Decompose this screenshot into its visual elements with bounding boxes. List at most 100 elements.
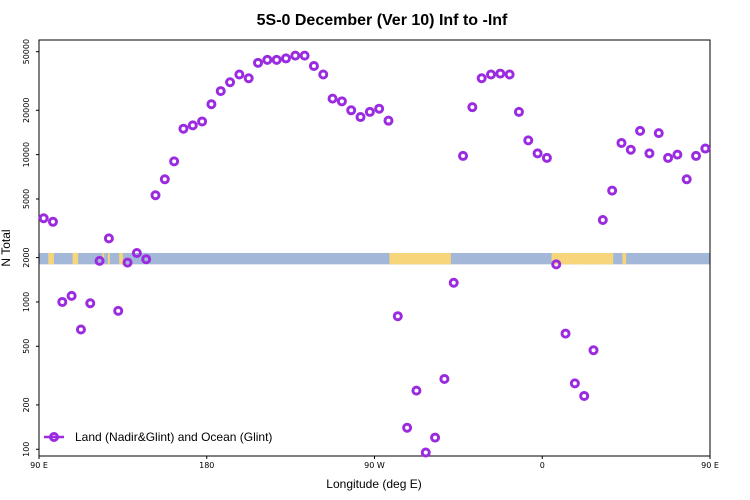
y-tick-label: 500 [22, 339, 31, 354]
data-point [150, 190, 161, 201]
data-point [47, 216, 58, 227]
data-point [691, 150, 702, 161]
y-tick-label: 1000 [22, 292, 31, 312]
data-point [85, 298, 96, 309]
data-point [411, 385, 422, 396]
y-tick-label: 5000 [22, 189, 31, 209]
data-point [355, 112, 366, 123]
chart-title: 5S-0 December (Ver 10) Inf to -Inf [257, 12, 508, 29]
y-tick-label: 20000 [22, 98, 31, 123]
data-point [94, 255, 105, 266]
data-point [38, 213, 49, 224]
data-point [402, 422, 413, 433]
data-point [579, 390, 590, 401]
data-point [131, 247, 142, 258]
data-point [430, 432, 441, 443]
data-point [75, 324, 86, 335]
data-point [625, 144, 636, 155]
data-point [392, 311, 403, 322]
data-point [262, 54, 273, 65]
data-point [588, 345, 599, 356]
data-point [66, 290, 77, 301]
data-point [616, 137, 627, 148]
data-point [206, 99, 217, 110]
data-point [420, 447, 431, 458]
x-tick-label: 90 E [30, 461, 48, 470]
legend: Land (Nadir&Glint) and Ocean (Glint) [44, 430, 272, 444]
data-point [495, 68, 506, 79]
data-point [635, 125, 646, 136]
data-point [523, 135, 534, 146]
y-tick-label: 200 [22, 397, 31, 412]
legend-label: Land (Nadir&Glint) and Ocean (Glint) [75, 430, 272, 444]
data-point [364, 106, 375, 117]
data-point [141, 254, 152, 265]
plot-frame [38, 39, 711, 457]
data-point [560, 328, 571, 339]
data-point [225, 77, 236, 88]
data-point [271, 54, 282, 65]
data-point [57, 296, 68, 307]
data-point [607, 185, 618, 196]
x-axis-label: Longitude (deg E) [326, 477, 421, 491]
land-segment [72, 252, 79, 265]
x-axis-ticks: 90 E 180 90 W 0 90 E [30, 456, 719, 470]
land-segment [119, 252, 123, 265]
data-point [458, 150, 469, 161]
data-point [169, 156, 180, 167]
data-point [383, 115, 394, 126]
data-point [448, 277, 459, 288]
y-axis-label: N Total [0, 229, 13, 266]
data-point [663, 152, 674, 163]
y-tick-label: 2000 [22, 247, 31, 267]
x-tick-label: 90 W [364, 461, 385, 470]
data-point [541, 152, 552, 163]
land-segment [48, 252, 54, 265]
y-tick-label: 100 [22, 442, 31, 457]
surface-type-strip [39, 252, 710, 265]
data-point [318, 69, 329, 80]
data-point [681, 174, 692, 185]
data-point [700, 143, 711, 154]
data-point [243, 73, 254, 84]
data-point [336, 96, 347, 107]
data-point [532, 148, 543, 159]
data-point [569, 378, 580, 389]
data-point [253, 57, 264, 68]
y-axis-ticks: 100 200 500 1000 2000 5000 10000 20000 50000 [22, 39, 39, 457]
x-tick-label: 90 E [701, 461, 719, 470]
data-point [485, 69, 496, 80]
data-point [597, 214, 608, 225]
data-point [439, 373, 450, 384]
data-point [504, 69, 515, 80]
x-tick-label: 0 [540, 461, 545, 470]
data-points [38, 50, 711, 458]
data-point [476, 73, 487, 84]
legend-marker [49, 432, 59, 442]
data-point [290, 50, 301, 61]
land-segment [622, 252, 627, 265]
data-point [122, 257, 133, 268]
data-point [308, 60, 319, 71]
data-point [299, 50, 310, 61]
data-point [178, 123, 189, 134]
y-tick-label: 50000 [22, 39, 31, 64]
data-point [280, 53, 291, 64]
y-tick-label: 10000 [22, 142, 31, 167]
data-point [215, 86, 226, 97]
data-point [197, 116, 208, 127]
data-point [346, 105, 357, 116]
data-point [327, 93, 338, 104]
data-point [551, 259, 562, 270]
data-point [159, 174, 170, 185]
land-segment [107, 252, 110, 265]
land-segment [551, 252, 558, 265]
data-point [644, 148, 655, 159]
data-point [653, 128, 664, 139]
data-point [374, 103, 385, 114]
data-point [113, 305, 124, 316]
data-point [467, 102, 478, 113]
x-tick-label: 180 [199, 461, 214, 470]
data-point [513, 106, 524, 117]
ocean-band [39, 252, 710, 265]
